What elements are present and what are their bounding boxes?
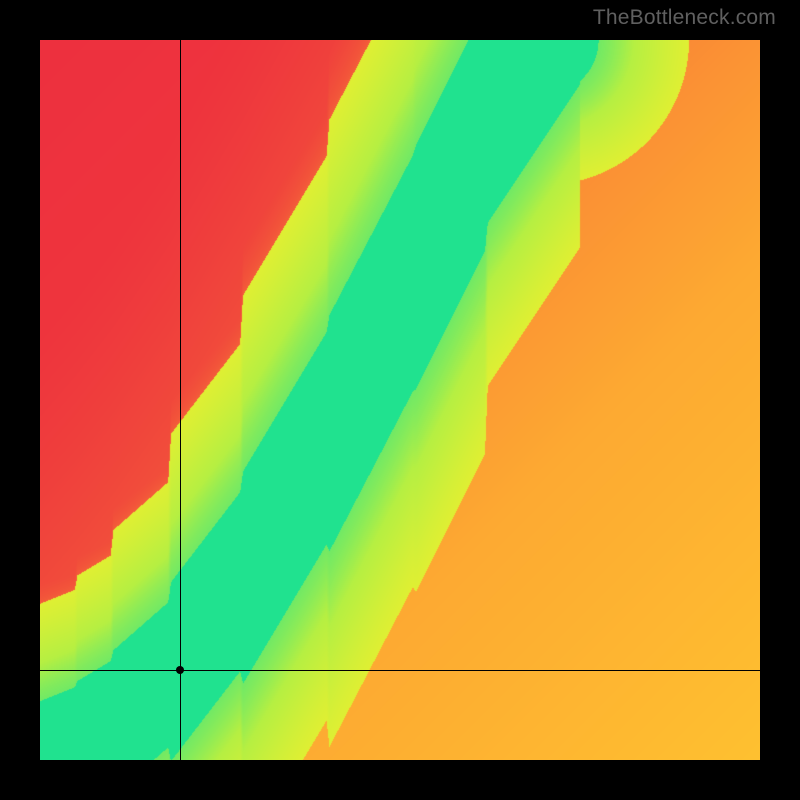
plot-area: [40, 40, 760, 760]
crosshair-vertical: [180, 40, 181, 760]
watermark-text: TheBottleneck.com: [593, 6, 776, 30]
heatmap-canvas: [40, 40, 760, 760]
marker-dot: [176, 666, 184, 674]
crosshair-horizontal: [40, 670, 760, 671]
